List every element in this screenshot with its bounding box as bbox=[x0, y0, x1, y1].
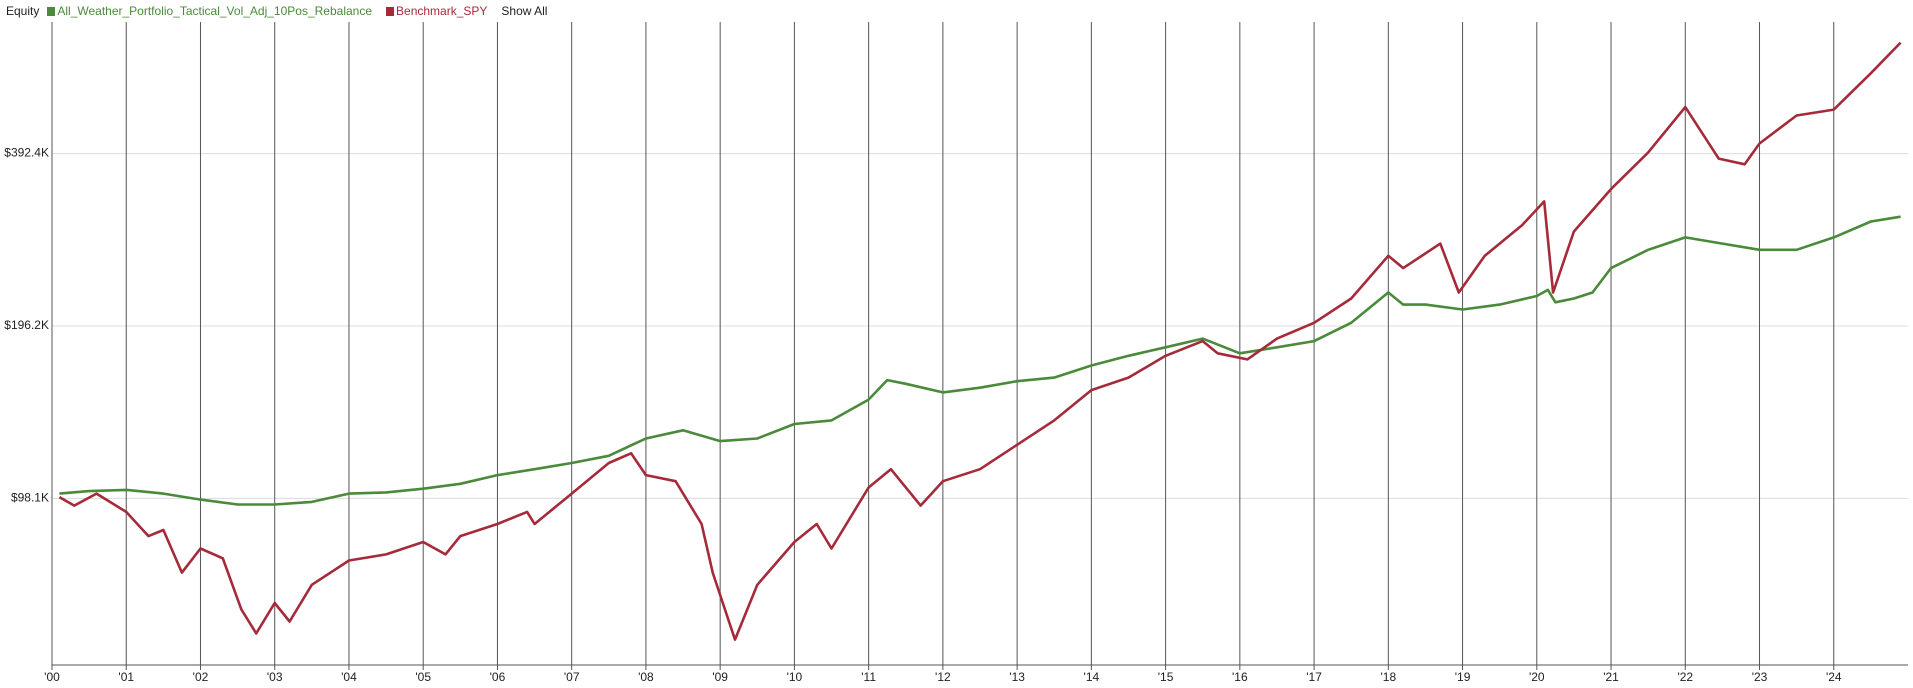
x-tick-label: '21 bbox=[1603, 670, 1619, 684]
x-tick-label: '03 bbox=[267, 670, 283, 684]
x-tick-label: '12 bbox=[935, 670, 951, 684]
y-tick-label: $196.2K bbox=[4, 318, 49, 332]
x-tick-label: '19 bbox=[1455, 670, 1471, 684]
legend-item[interactable]: Benchmark_SPY bbox=[386, 4, 487, 18]
x-tick-label: '18 bbox=[1380, 670, 1396, 684]
x-tick-label: '09 bbox=[712, 670, 728, 684]
x-tick-label: '24 bbox=[1826, 670, 1842, 684]
x-tick-label: '13 bbox=[1009, 670, 1025, 684]
legend-swatch bbox=[386, 6, 395, 16]
x-tick-label: '04 bbox=[341, 670, 357, 684]
series-line bbox=[58, 41, 1902, 641]
series-line bbox=[59, 215, 1901, 506]
x-tick-label: '05 bbox=[415, 670, 431, 684]
legend-label: Benchmark_SPY bbox=[396, 4, 488, 18]
x-tick-label: '15 bbox=[1158, 670, 1174, 684]
x-tick-label: '11 bbox=[861, 670, 876, 684]
show-all-button[interactable]: Show All bbox=[501, 4, 548, 18]
legend: Equity All_Weather_Portfolio_Tactical_Vo… bbox=[6, 2, 547, 20]
x-tick-label: '20 bbox=[1529, 670, 1545, 684]
x-tick-label: '16 bbox=[1232, 670, 1248, 684]
legend-label: All_Weather_Portfolio_Tactical_Vol_Adj_1… bbox=[57, 4, 373, 18]
x-tick-label: '08 bbox=[638, 670, 654, 684]
x-tick-label: '17 bbox=[1306, 670, 1322, 684]
y-tick-label: $98.1K bbox=[11, 491, 49, 505]
x-tick-label: '10 bbox=[787, 670, 803, 684]
x-tick-label: '01 bbox=[118, 670, 134, 684]
x-tick-label: '14 bbox=[1084, 670, 1100, 684]
x-tick-label: '07 bbox=[564, 670, 580, 684]
legend-item[interactable]: All_Weather_Portfolio_Tactical_Vol_Adj_1… bbox=[47, 4, 372, 18]
x-tick-label: '06 bbox=[490, 670, 506, 684]
legend-swatch bbox=[47, 6, 56, 16]
x-tick-label: '22 bbox=[1677, 670, 1693, 684]
x-tick-label: '23 bbox=[1752, 670, 1768, 684]
x-tick-label: '02 bbox=[193, 670, 209, 684]
chart-title: Equity bbox=[6, 4, 40, 18]
x-tick-label: '00 bbox=[44, 670, 60, 684]
y-tick-label: $392.4K bbox=[4, 146, 49, 160]
